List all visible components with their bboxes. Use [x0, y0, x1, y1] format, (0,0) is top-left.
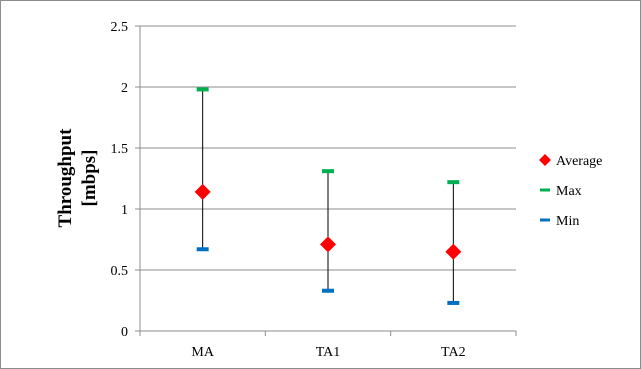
axes: [135, 25, 517, 336]
y-axis-title: Throughput [mbps]: [55, 128, 100, 228]
y-tick-label: 0.5: [111, 264, 129, 279]
x-tick-label: MA: [191, 345, 214, 360]
dash-marker: [447, 180, 460, 185]
data-markers: [194, 87, 462, 305]
legend-label: Min: [556, 214, 579, 229]
x-tick-label: TA1: [316, 345, 341, 360]
dash-marker: [196, 87, 209, 92]
y-tick-label: 2: [121, 81, 128, 96]
x-tick-labels: MA TA1 TA2: [191, 345, 465, 360]
range-lines: [202, 89, 454, 303]
dash-marker: [322, 288, 334, 293]
y-tick-label: 0: [121, 325, 128, 340]
diamond-marker: [320, 236, 336, 253]
legend: Average Max Min: [539, 154, 602, 229]
dash-marker: [196, 247, 209, 252]
y-tick-label: 2.5: [111, 20, 129, 35]
y-axis-title-line-1: Throughput: [55, 128, 76, 228]
legend-diamond-swatch: [539, 154, 551, 166]
legend-dash-swatch: [540, 188, 550, 192]
legend-dash-swatch: [540, 218, 550, 222]
legend-label: Average: [556, 154, 602, 169]
y-tick-labels: 0 0.5 1 1.5 2 2.5: [111, 20, 129, 340]
y-tick-label: 1: [121, 203, 128, 218]
dash-marker: [322, 169, 334, 174]
diamond-marker: [445, 243, 462, 260]
y-axis-title-line-2: [mbps]: [79, 149, 100, 206]
dash-marker: [447, 300, 460, 305]
diamond-marker: [194, 183, 211, 200]
y-tick-label: 1.5: [111, 142, 129, 157]
x-tick-label: TA2: [441, 345, 466, 360]
legend-label: Max: [556, 184, 582, 199]
